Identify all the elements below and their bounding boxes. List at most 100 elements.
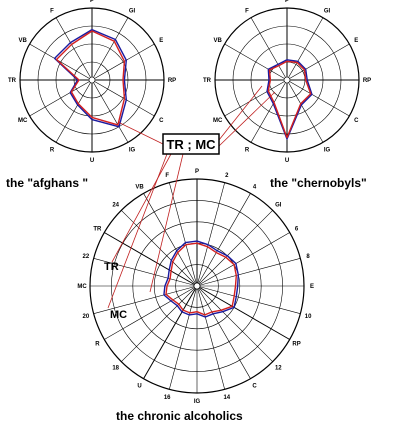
radar-spoke (104, 232, 198, 287)
axis-label: RP (168, 78, 176, 84)
callout-connector (111, 153, 172, 263)
axis-label: IG (129, 147, 136, 153)
axis-label: 10 (305, 314, 312, 320)
axis-label: GI (324, 9, 331, 15)
callout-connector (218, 85, 263, 141)
axis-label: P (285, 0, 289, 4)
axis-label: C (252, 384, 257, 390)
series-0-outline (53, 28, 128, 128)
axis-label: U (137, 384, 141, 390)
axis-label: F (50, 9, 54, 15)
callout-box (162, 133, 220, 155)
callout-label: TR ; MC (166, 137, 216, 152)
radar-chart-chernobyls: P GI E RP C IG U R MC TR VB F (203, 0, 371, 164)
axis-label: VB (19, 38, 28, 44)
callout-connector (149, 153, 184, 293)
axis-label: 22 (83, 254, 90, 260)
axis-label: C (354, 118, 359, 124)
series-0-outline (163, 240, 240, 318)
axis-label: R (245, 147, 250, 153)
radar-spoke (196, 182, 225, 287)
radar-spoke (196, 285, 301, 314)
axis-label: R (50, 147, 55, 153)
callout-connector (107, 153, 168, 309)
radar-spoke (55, 79, 93, 143)
radar-spoke (286, 79, 350, 117)
axis-label: 8 (306, 254, 310, 260)
tr-annotation: TR (104, 261, 119, 273)
radar-spoke (91, 79, 155, 117)
radar-spoke (196, 285, 225, 390)
axis-label: U (90, 158, 94, 164)
radar-spoke (196, 210, 273, 287)
axis-label: 6 (295, 227, 299, 233)
mc-annotation: MC (110, 309, 127, 321)
callout-connector (117, 121, 164, 145)
axis-label: 4 (253, 184, 257, 190)
radar-spoke (29, 79, 93, 117)
axis-label: P (195, 169, 199, 175)
caption-afghans: the "afghans " (6, 176, 89, 190)
axis-label: RP (363, 78, 371, 84)
axis-label: F (165, 173, 169, 179)
series-1-outline (267, 60, 312, 139)
radar-hub (88, 76, 96, 84)
radar-spoke (286, 17, 324, 81)
axis-label: GI (129, 9, 136, 15)
axis-label: 12 (275, 365, 282, 371)
axis-label: E (310, 284, 314, 290)
radar-spoke (93, 285, 198, 314)
axis-label: MC (213, 118, 223, 124)
radar-spoke (93, 258, 198, 287)
radar-spoke (196, 285, 251, 379)
axis-label: P (90, 0, 94, 4)
axis-label: 20 (83, 314, 90, 320)
radar-spoke (29, 43, 93, 81)
series-0-outline (266, 59, 313, 140)
axis-label: GI (275, 203, 282, 209)
radar-spoke (286, 79, 324, 143)
radar-spoke (55, 17, 93, 81)
axis-label: U (285, 158, 289, 164)
caption-chernobyls: the "chernobyls" (270, 176, 367, 190)
axis-label: IG (194, 399, 201, 405)
series-1-outline (55, 30, 126, 126)
radar-spoke (196, 285, 290, 340)
radar-spoke (250, 79, 288, 143)
axis-label: VB (135, 184, 144, 190)
callout-layer: TR ; MC TR MC (104, 85, 276, 321)
radar-spoke (121, 285, 198, 362)
axis-label: 14 (223, 395, 230, 401)
radar-spoke (104, 285, 198, 340)
axis-label: RP (292, 342, 300, 348)
axis-label: TR (8, 78, 17, 84)
series-1-outline (165, 242, 238, 316)
radar-hub (283, 76, 291, 84)
radar-spoke (121, 210, 198, 287)
radar-spoke (196, 193, 251, 287)
radar-spoke (91, 79, 129, 143)
axis-label: 18 (112, 365, 119, 371)
callout-connector (218, 91, 276, 147)
axis-label: 16 (164, 395, 171, 401)
axis-label: IG (324, 147, 331, 153)
axis-label: 24 (112, 203, 119, 209)
radar-spoke (286, 43, 350, 81)
radar-spoke (169, 182, 198, 287)
radar-spoke (250, 17, 288, 81)
radar-spoke (196, 232, 290, 287)
radar-spoke (196, 285, 273, 362)
axis-label: VB (214, 38, 223, 44)
axis-label: E (159, 38, 163, 44)
axis-label: F (245, 9, 249, 15)
axis-label: MC (18, 118, 28, 124)
axis-label: MC (77, 284, 87, 290)
axis-label: TR (93, 227, 102, 233)
radar-chart-afghans: P GI E RP C IG U R MC TR VB F (8, 0, 176, 164)
axis-label: 2 (225, 173, 229, 179)
axis-label: E (354, 38, 358, 44)
axis-label: TR (203, 78, 212, 84)
radar-spoke (143, 285, 198, 379)
